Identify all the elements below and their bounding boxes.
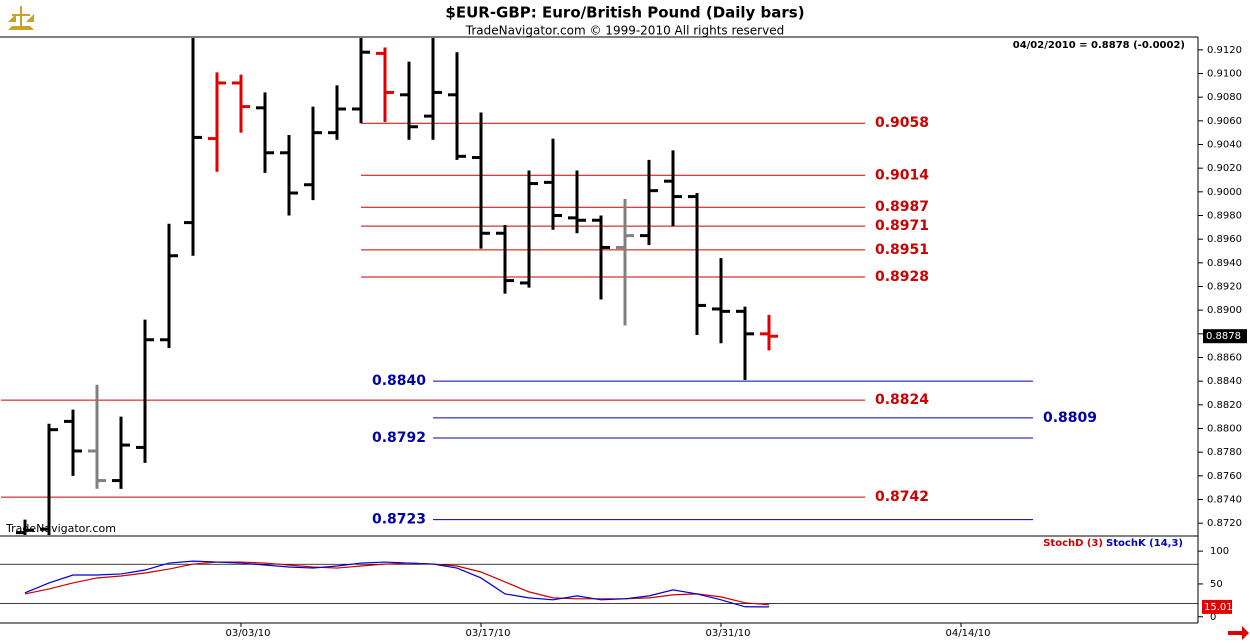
y-tick-label: 0.9100	[1207, 69, 1242, 80]
y-tick-label: 100	[1210, 546, 1229, 557]
level-label: 0.8792	[372, 430, 426, 446]
y-tick-label: 50	[1210, 579, 1223, 590]
y-tick-label: 0.8840	[1207, 376, 1242, 387]
last-value: 15.01	[1204, 602, 1233, 613]
y-tick-label: 0.9000	[1207, 187, 1242, 198]
level-label: 0.8742	[875, 489, 929, 505]
y-tick-label: 0.8780	[1207, 447, 1242, 458]
y-tick-label: 0.8800	[1207, 424, 1242, 435]
subtitle: TradeNavigator.com © 1999-2010 All right…	[465, 24, 784, 38]
level-label: 0.9014	[875, 167, 929, 183]
y-tick-label: 0.8740	[1207, 495, 1242, 506]
y-tick-label: 0.9120	[1207, 45, 1242, 56]
y-tick-label: 0.8720	[1207, 518, 1242, 529]
x-tick-label: 03/17/10	[466, 628, 511, 639]
level-label: 0.8824	[875, 392, 929, 408]
last-price: 0.8878	[1206, 331, 1241, 342]
level-label: 0.8987	[875, 199, 929, 215]
legend-entry: StochD (3)	[1043, 538, 1103, 549]
legend-entry: StochK (14,3)	[1106, 538, 1183, 549]
y-tick-label: 0.8980	[1207, 211, 1242, 222]
level-label: 0.8971	[875, 218, 929, 234]
level-label: 0.8809	[1043, 410, 1097, 426]
y-tick-label: 0.8900	[1207, 305, 1242, 316]
y-tick-label: 0.8920	[1207, 282, 1242, 293]
logo	[8, 6, 34, 30]
y-tick-label: 0.9020	[1207, 163, 1242, 174]
stoch-line	[24, 561, 770, 606]
y-tick-label: 0.8940	[1207, 258, 1242, 269]
y-tick-label: 0	[1210, 612, 1216, 623]
x-tick-label: 03/31/10	[706, 628, 751, 639]
stoch-line	[24, 560, 770, 608]
price-info: 04/02/2010 = 0.8878 (-0.0002)	[1013, 40, 1185, 51]
chart-title: $EUR-GBP: Euro/British Pound (Daily bars…	[445, 4, 804, 22]
level-label: 0.8840	[372, 373, 426, 389]
y-tick-label: 0.8820	[1207, 400, 1242, 411]
x-tick-label: 04/14/10	[946, 628, 991, 639]
y-tick-label: 0.9080	[1207, 92, 1242, 103]
last-price-box	[1203, 329, 1247, 344]
level-label: 0.8951	[875, 242, 929, 258]
y-tick-label: 0.8960	[1207, 234, 1242, 245]
y-tick-label: 0.9060	[1207, 116, 1242, 127]
scroll-arrow[interactable]	[1228, 626, 1249, 640]
level-label: 0.9058	[875, 115, 929, 131]
level-label: 0.8723	[372, 512, 426, 528]
last-value-box	[1202, 599, 1232, 614]
y-tick-label: 0.8760	[1207, 471, 1242, 482]
level-label: 0.8928	[875, 269, 929, 285]
y-tick-label: 0.8860	[1207, 353, 1242, 364]
y-tick-label: 0.9040	[1207, 140, 1242, 151]
x-tick-label: 03/03/10	[226, 628, 271, 639]
